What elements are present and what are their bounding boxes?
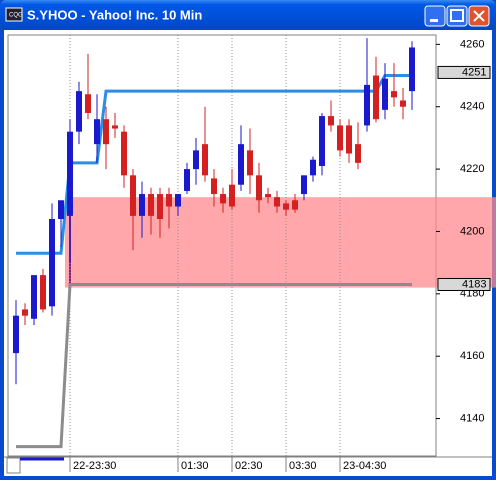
candle-body: [373, 75, 379, 120]
candle-body: [382, 78, 388, 110]
scroll-thumb[interactable]: [6, 457, 21, 474]
candle-body: [130, 175, 136, 216]
window-title: S.YHOO - Yahoo! Inc. 10 Min: [27, 7, 202, 22]
y-tick-label: 4240: [460, 101, 484, 113]
candle-body: [319, 116, 325, 166]
y-tick-label: 4200: [460, 225, 484, 237]
price-label: 4183: [462, 278, 486, 290]
title-bar: [0, 0, 496, 30]
maximize-button[interactable]: [446, 5, 468, 27]
x-tick-label: 23-04:30: [343, 460, 386, 472]
candle-body: [364, 84, 370, 126]
y-tick-label: 4260: [460, 38, 484, 50]
candle-body: [49, 218, 55, 307]
indicator-line: [16, 282, 412, 449]
candle-body: [256, 175, 262, 201]
price-label-box: [437, 277, 491, 291]
candle-body: [94, 119, 100, 145]
x-tick-label: 01:30: [181, 460, 209, 472]
candle-body: [184, 169, 190, 191]
close-button[interactable]: [468, 5, 490, 27]
plot: 22-23:30 01:30 02:30 03:30 23-04:30 4140 4160 4…: [13, 35, 496, 472]
candle-body: [31, 275, 37, 319]
candle-body: [85, 94, 91, 113]
x-tick-label: 02:30: [235, 460, 263, 472]
candle-body: [292, 200, 298, 210]
candle-body: [202, 144, 208, 176]
candle-body: [409, 47, 415, 92]
candle-body: [76, 91, 82, 132]
candle-body: [220, 194, 226, 204]
candle-body: [247, 150, 253, 176]
candle-body: [175, 194, 181, 207]
candle-body: [121, 131, 127, 176]
minimize-button[interactable]: [424, 5, 446, 27]
candle-body: [346, 125, 352, 154]
icon-glyph: CQG: [9, 13, 23, 19]
candle-body: [13, 315, 19, 354]
app-icon: [5, 7, 23, 22]
candle-body: [166, 194, 172, 207]
candle-body: [310, 159, 316, 176]
zone: [65, 197, 496, 288]
candle-body: [283, 203, 289, 210]
candle-body: [229, 184, 235, 207]
candle-body: [67, 131, 73, 216]
x-tick-label: 03:30: [289, 460, 317, 472]
candle-body: [148, 194, 154, 216]
candle-body: [40, 275, 46, 310]
candle-body: [157, 194, 163, 219]
indicator-line: [16, 74, 412, 255]
y-tick-label: 4140: [460, 412, 484, 424]
candle-body: [391, 91, 397, 98]
candle-body: [337, 125, 343, 151]
y-tick-label: 4220: [460, 163, 484, 175]
candle-body: [328, 116, 334, 126]
price-label-box: [437, 65, 491, 79]
candle-body: [112, 125, 118, 129]
candle-body: [274, 197, 280, 207]
candle-body: [400, 100, 406, 107]
candle-body: [301, 175, 307, 195]
candle-body: [22, 309, 28, 316]
price-label: 4251: [462, 66, 486, 78]
candle-body: [355, 144, 361, 163]
candle-body: [211, 178, 217, 195]
y-tick-label: 4160: [460, 350, 484, 362]
candle-body: [265, 194, 271, 198]
candle-body: [238, 144, 244, 185]
candle-body: [193, 150, 199, 170]
candle-body: [139, 194, 145, 216]
candle-body: [103, 119, 109, 145]
candle-body: [58, 200, 64, 219]
x-tick-label: 22-23:30: [73, 460, 116, 472]
